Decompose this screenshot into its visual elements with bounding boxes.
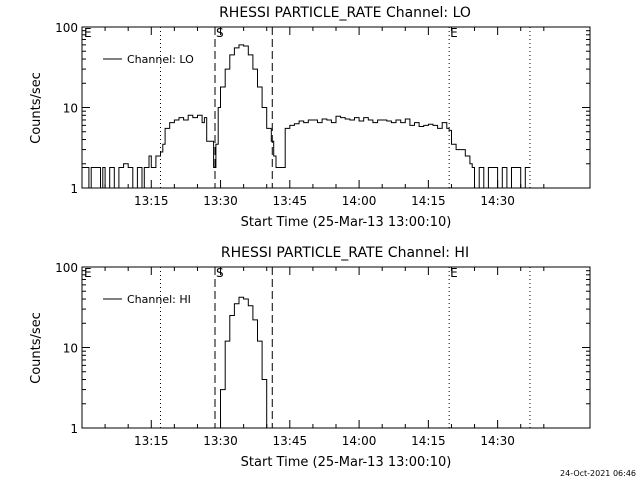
x-tick-label: 13:45 [273,434,308,448]
plot-frame [81,26,591,189]
x-tick-label: 13:30 [203,434,238,448]
tick-group: 13:15 13:30 13:45 14:00 14:15 14:30 1 10 100 [55,261,590,448]
x-axis-label: Start Time (25-Mar-13 13:00:10) [241,455,452,470]
legend: Channel: LO [103,53,194,66]
x-tick-label: 14:00 [342,194,377,208]
y-tick-label: 10 [63,342,78,356]
y-axis-label: Counts/sec [29,72,44,144]
event-marker-label: E [84,266,92,280]
chart-hi: RHESSI PARTICLE_RATE Channel: HI Counts/… [29,245,591,470]
y-tick-label: 1 [70,182,78,196]
plot-frame [81,266,591,429]
chart-title: RHESSI PARTICLE_RATE Channel: HI [221,245,469,261]
legend: Channel: HI [103,293,191,306]
legend-label: Channel: LO [127,53,194,66]
y-tick-label: 1 [70,422,78,436]
series-line-lo [82,44,530,189]
y-axis-label: Counts/sec [29,312,44,384]
event-marker-label: E [84,26,92,40]
y-tick-label: 10 [63,102,78,116]
footer-timestamp: 24-Oct-2021 06:46 [560,469,636,478]
x-axis-label: Start Time (25-Mar-13 13:00:10) [241,215,452,230]
x-tick-label: 13:45 [273,194,308,208]
y-tick-label: 100 [55,261,78,275]
x-tick-label: 14:15 [411,434,446,448]
series-line-hi [215,296,268,429]
x-tick-label: 14:15 [411,194,446,208]
event-marker-label: S [216,266,224,280]
legend-label: Channel: HI [127,293,191,306]
event-marker-label: S [216,26,224,40]
tick-group: 13:15 13:30 13:45 14:00 14:15 14:30 1 10 100 [55,21,590,208]
event-marker-label: E [450,26,458,40]
x-tick-label: 13:15 [134,434,169,448]
y-tick-label: 100 [55,21,78,35]
x-tick-label: 13:15 [134,194,169,208]
x-tick-label: 14:00 [342,434,377,448]
chart-title: RHESSI PARTICLE_RATE Channel: LO [219,5,471,21]
x-tick-label: 14:30 [480,434,515,448]
x-tick-label: 13:30 [203,194,238,208]
x-tick-label: 14:30 [480,194,515,208]
event-marker-label: E [450,266,458,280]
chart-lo: RHESSI PARTICLE_RATE Channel: LO Counts/… [29,5,591,230]
